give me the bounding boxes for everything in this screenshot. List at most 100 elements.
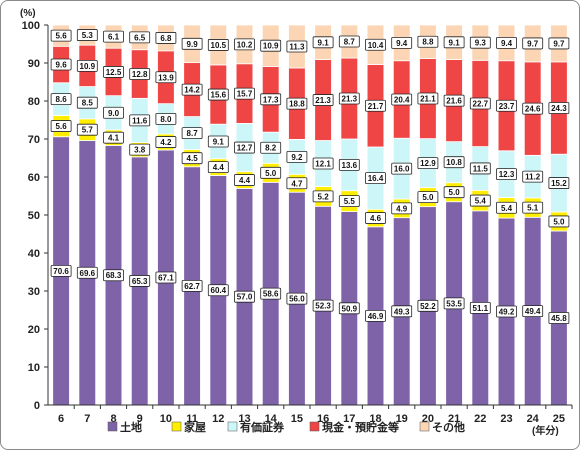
data-label: 51.1 <box>473 304 489 313</box>
data-label: 5.1 <box>527 204 539 213</box>
data-label-box <box>496 305 517 318</box>
data-label: 9.1 <box>213 137 225 146</box>
data-label: 4.4 <box>213 163 225 172</box>
data-label: 60.4 <box>211 286 227 295</box>
data-label-box <box>207 88 229 101</box>
data-label-box <box>286 40 308 53</box>
data-label: 17.3 <box>263 95 279 104</box>
data-label-box <box>443 156 465 169</box>
data-label-box <box>496 36 517 49</box>
data-label: 21.3 <box>315 96 331 105</box>
data-label-box <box>103 30 124 43</box>
data-label-box <box>207 284 229 297</box>
data-label-box <box>207 39 229 51</box>
data-label-box <box>522 102 544 115</box>
data-label-box <box>548 102 570 114</box>
data-label: 9.3 <box>475 39 487 48</box>
x-tick-label: 23 <box>500 413 512 425</box>
data-label-box <box>496 99 517 112</box>
data-label: 9.2 <box>291 153 303 162</box>
data-label-box <box>234 87 255 100</box>
data-label: 5.5 <box>344 197 356 206</box>
data-label: 46.9 <box>368 312 384 321</box>
data-label: 12.7 <box>237 144 253 153</box>
data-label: 10.4 <box>368 41 384 50</box>
data-label-box <box>103 106 124 119</box>
data-label-box <box>76 29 98 41</box>
legend-swatch <box>107 421 118 432</box>
data-label: 8.0 <box>160 115 172 124</box>
data-label-box <box>365 172 386 185</box>
x-tick-label: 10 <box>160 413 172 425</box>
data-label: 5.6 <box>56 122 68 131</box>
data-label-box <box>469 97 491 110</box>
data-label: 4.5 <box>187 154 199 163</box>
x-tick-label: 13 <box>238 413 250 425</box>
data-label: 5.3 <box>82 31 94 40</box>
legend-label: 有価証券 <box>240 420 285 434</box>
data-label-box <box>338 158 360 171</box>
data-label: 5.0 <box>449 188 461 197</box>
data-label-box <box>286 150 308 163</box>
data-label-box <box>338 35 360 48</box>
legend-swatch <box>309 421 320 432</box>
data-label-box <box>548 312 570 324</box>
data-label: 13.6 <box>342 161 358 170</box>
data-label: 9.7 <box>527 39 539 48</box>
x-unit-label: (年分) <box>532 424 559 437</box>
y-tick-label: 40 <box>28 248 40 260</box>
legend-label: 現金・預貯金等 <box>322 420 399 434</box>
data-label-box <box>548 215 570 228</box>
data-label-box <box>496 168 517 181</box>
data-label-box <box>417 191 439 204</box>
data-label-box <box>155 271 177 284</box>
data-label-box <box>522 201 544 214</box>
data-label-box <box>155 136 177 148</box>
data-label-box <box>129 114 151 127</box>
data-label-box <box>207 161 229 174</box>
data-label: 4.4 <box>239 176 251 185</box>
data-label: 65.3 <box>132 277 148 286</box>
data-label: 5.6 <box>56 32 68 41</box>
data-label-box <box>50 264 72 277</box>
data-label: 11.6 <box>132 116 148 125</box>
data-label: 12.1 <box>315 160 331 169</box>
data-label: 10.5 <box>211 41 227 50</box>
data-label: 53.5 <box>446 299 462 308</box>
data-label-box <box>207 135 229 148</box>
data-label-box <box>312 94 334 106</box>
data-label: 9.4 <box>396 39 408 48</box>
y-tick-label: 30 <box>28 286 40 298</box>
data-label-box <box>365 309 386 322</box>
data-label-box <box>443 36 465 49</box>
x-tick-label: 19 <box>396 413 408 425</box>
data-label-box <box>417 92 439 105</box>
data-label: 9.6 <box>56 61 68 70</box>
x-tick-label: 17 <box>343 413 355 425</box>
y-tick-label: 10 <box>28 362 40 374</box>
legend-swatch <box>227 421 238 432</box>
data-label: 56.0 <box>289 295 305 304</box>
data-label: 49.2 <box>499 308 515 317</box>
data-label: 58.6 <box>263 290 279 299</box>
data-label: 6.8 <box>160 34 172 43</box>
data-label-box <box>76 266 98 279</box>
data-label: 6.1 <box>108 33 120 42</box>
data-label: 52.2 <box>420 302 436 311</box>
data-label-box <box>338 302 360 315</box>
legend-swatch <box>419 421 430 432</box>
data-label: 21.3 <box>342 95 358 104</box>
data-label: 12.8 <box>132 70 148 79</box>
data-label: 5.7 <box>82 126 94 135</box>
ticks-layer: 0 10 20 30 40 50 60 70 80 90 100 6 7 8 9 10 11 12 13 14 15 16… <box>22 20 573 425</box>
data-label-box <box>469 194 491 207</box>
legend-label: その他 <box>432 420 465 434</box>
data-label: 5.2 <box>318 192 330 201</box>
x-tick-label: 8 <box>110 413 116 425</box>
data-label: 52.3 <box>315 302 331 311</box>
data-label-box <box>103 131 124 144</box>
y-tick-label: 60 <box>28 172 40 184</box>
data-label-box <box>469 302 491 314</box>
data-label-box <box>50 58 72 71</box>
data-label-box <box>103 269 124 282</box>
